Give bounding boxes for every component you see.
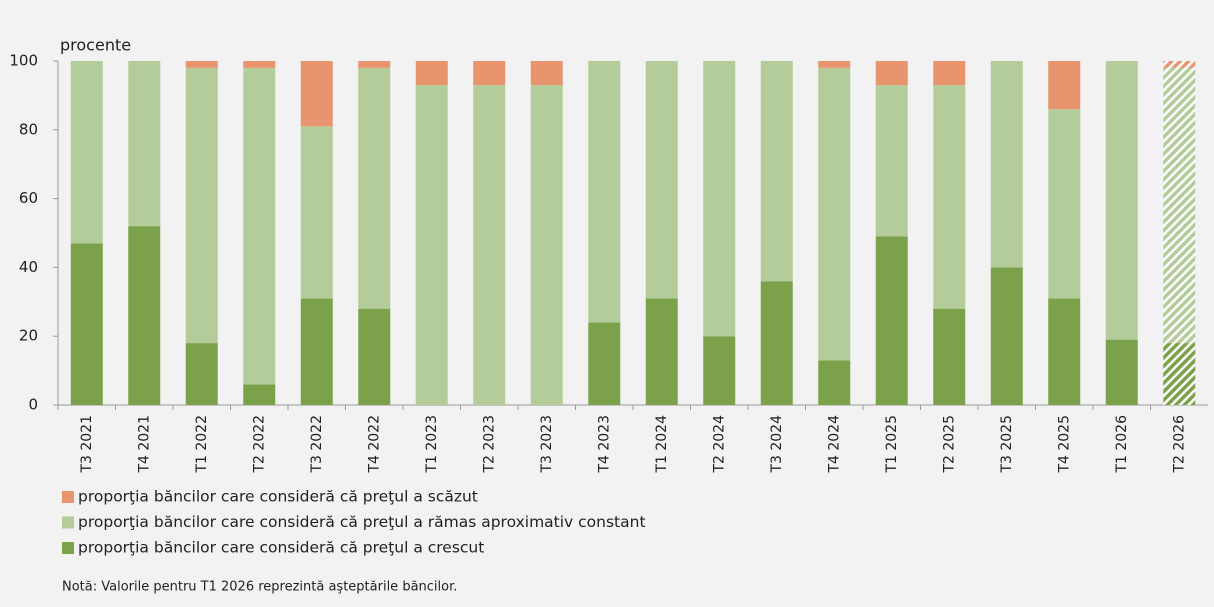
x-tick-label: T1 2026 (1114, 415, 1130, 474)
x-tick-label: T2 2025 (941, 415, 957, 474)
bar-segment (875, 236, 908, 405)
bar-segment (530, 85, 563, 405)
bar-segment (933, 308, 966, 405)
y-tick-label: 20 (19, 327, 38, 345)
bar-segment (703, 336, 736, 405)
bar-segment (1048, 298, 1081, 405)
x-tick-label: T3 2023 (539, 415, 555, 474)
bar-segment (645, 298, 678, 405)
x-tick-label: T3 2025 (999, 415, 1015, 474)
legend-label: proporţia băncilor care consideră că pre… (78, 513, 646, 531)
bar-segment (473, 85, 506, 405)
y-tick-label: 80 (19, 120, 38, 138)
bar-segment (70, 61, 103, 244)
note: Notă: Valorile pentru T1 2026 reprezintă… (62, 580, 457, 595)
bar-segment (1105, 61, 1138, 340)
bar-segment (128, 61, 161, 227)
bar-segment (990, 61, 1023, 268)
x-tick-label: T1 2022 (194, 415, 210, 474)
bar-segment (990, 267, 1023, 405)
x-tick-label: T2 2022 (251, 415, 267, 474)
bar-segment (185, 343, 218, 405)
bar-segment (818, 61, 851, 68)
bar-segment (1163, 61, 1196, 68)
x-tick-label: T3 2024 (769, 415, 785, 474)
bar-segment (818, 67, 851, 361)
x-tick-label: T4 2024 (826, 415, 842, 474)
bar-segment (703, 61, 736, 337)
x-tick-label: T2 2023 (481, 415, 497, 474)
legend-label: proporţia băncilor care consideră că pre… (78, 539, 484, 557)
legend-swatch (62, 516, 74, 529)
bar-segment (760, 61, 793, 282)
bar-segment (185, 67, 218, 344)
x-tick-label: T3 2022 (309, 415, 325, 474)
y-tick-label: 100 (9, 52, 38, 70)
bar-segment (933, 85, 966, 309)
bar-segment (243, 61, 276, 68)
x-tick-label: T1 2024 (654, 415, 670, 474)
bar-segment (358, 308, 391, 405)
x-tick-label: T4 2025 (1056, 415, 1072, 474)
y-tick-label: 40 (19, 258, 38, 276)
bar-segment (358, 67, 391, 309)
bar-segment (415, 85, 448, 405)
bar-segment (243, 384, 276, 405)
bar-segment (70, 243, 103, 405)
legend-label: proporţia băncilor care consideră că pre… (78, 488, 478, 506)
bar-segment (473, 61, 506, 86)
bar-segment (1048, 61, 1081, 110)
legend-swatch (62, 491, 74, 503)
bar-segment (760, 281, 793, 405)
legend-swatch (62, 542, 74, 554)
x-tick-label: T4 2021 (136, 415, 152, 474)
bar-segment (1105, 339, 1138, 405)
bar-segment (933, 61, 966, 86)
bar-segment (1163, 343, 1196, 405)
x-tick-label: T1 2025 (884, 415, 900, 474)
x-tick-label: T1 2023 (424, 415, 440, 474)
bar-segment (875, 85, 908, 237)
y-tick-label: 0 (28, 396, 38, 414)
x-tick-label: T2 2026 (1171, 415, 1187, 474)
bar-segment (530, 61, 563, 86)
bar-segment (588, 61, 621, 323)
bar-segment (128, 226, 161, 405)
y-tick-label: 60 (19, 189, 38, 207)
bar-segment (243, 67, 276, 385)
bar-segment (300, 298, 333, 405)
bar-segment (185, 61, 218, 68)
bar-segment (415, 61, 448, 86)
x-tick-label: T4 2023 (596, 415, 612, 474)
x-tick-label: T4 2022 (366, 415, 382, 474)
x-tick-label: T2 2024 (711, 415, 727, 474)
bar-segment (300, 61, 333, 127)
bar-segment (1163, 67, 1196, 344)
bar-segment (645, 61, 678, 299)
bar-segment (358, 61, 391, 68)
y-axis-label: procente (60, 36, 131, 55)
bar-segment (300, 126, 333, 299)
bar-segment (1048, 109, 1081, 299)
bar-segment (588, 322, 621, 405)
bar-segment (875, 61, 908, 86)
x-tick-label: T3 2021 (79, 415, 95, 474)
bar-segment (818, 360, 851, 405)
